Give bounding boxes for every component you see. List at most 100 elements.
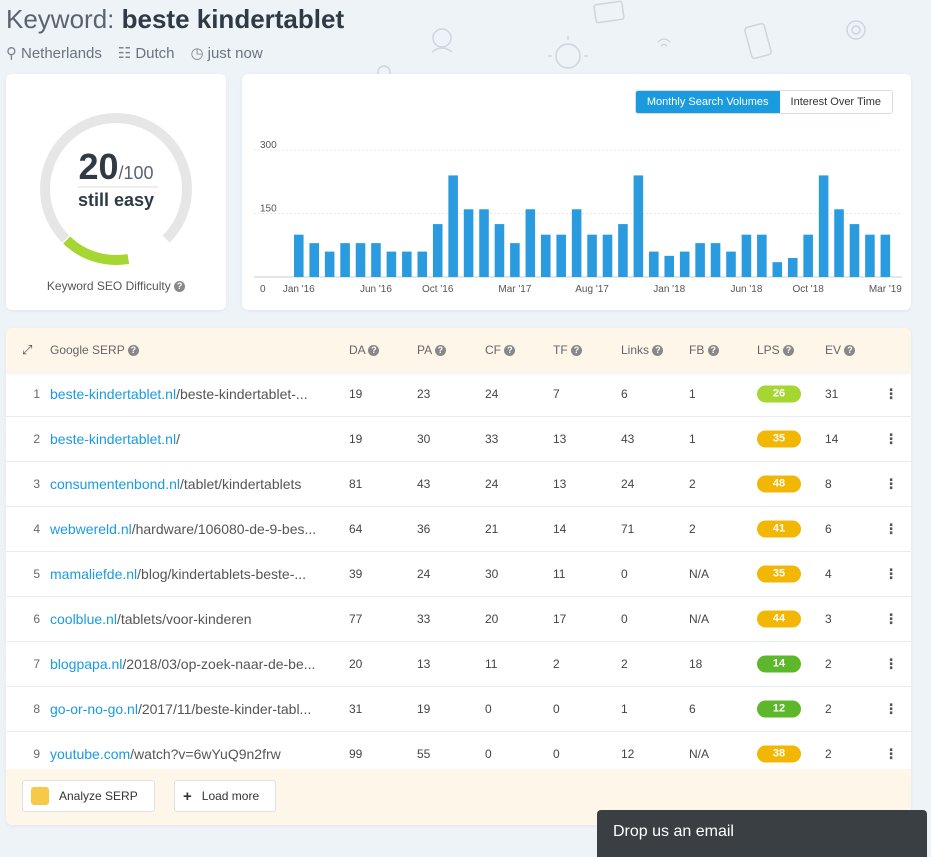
bar[interactable] [757, 234, 767, 277]
tf-value: 7 [553, 387, 560, 401]
header-tf[interactable]: TF ? [553, 343, 583, 357]
row-index: 2 [33, 432, 40, 446]
row-menu-icon[interactable]: ⋮ [884, 475, 898, 492]
header-da[interactable]: DA ? [349, 343, 380, 357]
header-lps[interactable]: LPS ? [757, 343, 795, 357]
bar[interactable] [525, 209, 536, 277]
bar[interactable] [803, 234, 813, 277]
help-icon[interactable]: ? [652, 345, 664, 357]
bar[interactable] [432, 224, 443, 277]
links-value: 43 [621, 432, 635, 446]
monthly-volume-tab[interactable]: Monthly Search Volumes [635, 91, 780, 113]
bar[interactable] [587, 234, 597, 277]
header-links[interactable]: Links ? [621, 343, 664, 357]
bar[interactable] [309, 243, 320, 277]
header-ev[interactable]: EV ? [825, 343, 856, 357]
result-url[interactable]: mamaliefde.nl/blog/kindertablets-beste-.… [50, 566, 332, 582]
bar[interactable] [540, 234, 551, 277]
result-url[interactable]: blogpapa.nl/2018/03/op-zoek-naar-de-be..… [50, 656, 332, 672]
cf-value: 24 [485, 387, 499, 401]
result-path: /tablets/voor-kinderen [116, 611, 252, 627]
row-menu-icon[interactable]: ⋮ [884, 565, 898, 582]
row-menu-icon[interactable]: ⋮ [884, 655, 898, 672]
da-value: 20 [349, 657, 363, 671]
bar[interactable] [340, 243, 350, 277]
bar[interactable] [664, 255, 675, 277]
header-serp[interactable]: Google SERP ? [50, 343, 139, 357]
help-icon[interactable]: ? [844, 345, 856, 357]
bar[interactable] [818, 175, 829, 277]
bar[interactable] [710, 243, 721, 277]
result-domain: youtube.com [50, 746, 131, 762]
bar[interactable] [463, 209, 474, 277]
load-more-label: Load more [201, 789, 260, 803]
help-icon[interactable]: ? [127, 345, 139, 357]
bar[interactable] [556, 234, 566, 277]
result-domain: go-or-no-go.nl [50, 701, 138, 717]
header-pa[interactable]: PA ? [417, 343, 446, 357]
bar[interactable] [726, 251, 736, 277]
expand-icon[interactable]: ⤢ [22, 342, 33, 357]
bar[interactable] [772, 262, 783, 277]
help-icon[interactable]: ? [571, 345, 583, 357]
result-url[interactable]: webwereld.nl/hardware/106080-de-9-bes... [50, 521, 332, 537]
row-menu-icon[interactable]: ⋮ [884, 385, 898, 402]
result-path: /2017/11/beste-kinder-tabl... [137, 701, 312, 717]
bar[interactable] [679, 251, 690, 277]
header-fb[interactable]: FB ? [689, 343, 719, 357]
email-chat-widget[interactable]: Drop us an email [597, 810, 927, 857]
bar[interactable] [602, 234, 613, 277]
header-cf[interactable]: CF ? [485, 343, 516, 357]
help-icon[interactable]: ? [783, 345, 795, 357]
table-row: 2 beste-kindertablet.nl/19 30 33 13 43 1 35 14 ⋮ [6, 417, 911, 462]
bar[interactable] [649, 251, 659, 277]
analyze-serp-button[interactable]: Analyze SERP [22, 780, 155, 812]
bar[interactable] [402, 251, 412, 277]
bar[interactable] [494, 224, 505, 277]
interest-over-time-tab[interactable]: Interest Over Time [779, 91, 892, 113]
bar[interactable] [510, 243, 520, 277]
bar[interactable] [787, 257, 798, 277]
help-icon[interactable]: ? [434, 345, 446, 357]
result-url[interactable]: beste-kindertablet.nl/beste-kindertablet… [50, 386, 332, 402]
bar[interactable] [294, 234, 304, 277]
pa-value: 33 [417, 612, 431, 626]
bar[interactable] [355, 243, 366, 277]
result-url[interactable]: coolblue.nl/tablets/voor-kinderen [50, 611, 332, 627]
help-icon[interactable]: ? [707, 345, 719, 357]
bar[interactable] [834, 209, 844, 277]
bar[interactable] [386, 251, 397, 277]
tf-value: 0 [553, 702, 560, 716]
bar[interactable] [571, 209, 582, 277]
help-icon[interactable]: ? [368, 345, 380, 357]
location-info: ⚲ Netherlands [6, 44, 102, 62]
result-domain: beste-kindertablet.nl [50, 431, 177, 447]
y-tick-label: 150 [260, 204, 277, 215]
bar[interactable] [633, 175, 644, 277]
row-menu-icon[interactable]: ⋮ [884, 700, 898, 717]
row-menu-icon[interactable]: ⋮ [884, 430, 898, 447]
bar[interactable] [865, 234, 875, 277]
help-icon[interactable]: ? [504, 345, 516, 357]
bar[interactable] [695, 243, 705, 277]
result-url[interactable]: consumentenbond.nl/tablet/kindertablets [50, 476, 332, 492]
help-icon[interactable]: ? [174, 281, 186, 293]
row-menu-icon[interactable]: ⋮ [884, 745, 898, 762]
row-menu-icon[interactable]: ⋮ [884, 520, 898, 537]
tf-value: 2 [553, 657, 560, 671]
bar[interactable] [741, 234, 752, 277]
bar[interactable] [479, 209, 489, 277]
bar[interactable] [618, 224, 628, 277]
result-url[interactable]: go-or-no-go.nl/2017/11/beste-kinder-tabl… [50, 701, 332, 717]
bar[interactable] [448, 175, 458, 277]
row-menu-icon[interactable]: ⋮ [884, 610, 898, 627]
bar[interactable] [324, 251, 335, 277]
result-url[interactable]: beste-kindertablet.nl/ [50, 431, 332, 447]
result-url[interactable]: youtube.com/watch?v=6wYuQ9n2frw [50, 746, 332, 762]
bar[interactable] [880, 234, 891, 277]
lps-cell: 41 [757, 520, 801, 538]
bar[interactable] [371, 243, 381, 277]
bar[interactable] [849, 224, 860, 277]
bar[interactable] [417, 251, 428, 277]
load-more-button[interactable]: + Load more [174, 780, 277, 812]
